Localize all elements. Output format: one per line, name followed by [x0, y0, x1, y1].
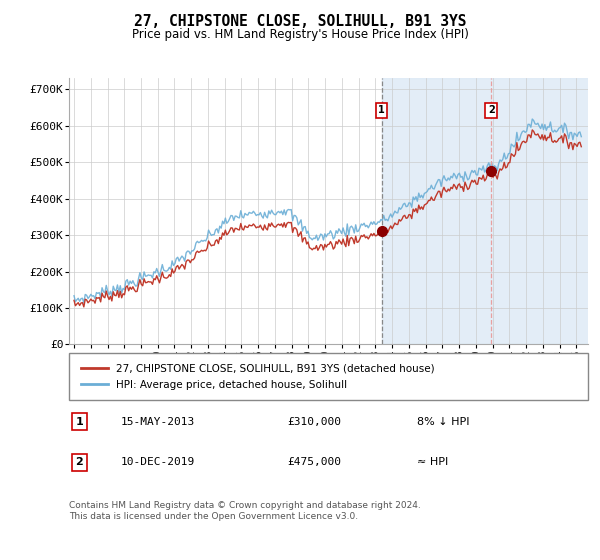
Text: ≈ HPI: ≈ HPI [417, 458, 448, 468]
Text: 2: 2 [488, 105, 494, 115]
Text: 10-DEC-2019: 10-DEC-2019 [121, 458, 195, 468]
Text: 1: 1 [378, 105, 385, 115]
Legend: 27, CHIPSTONE CLOSE, SOLIHULL, B91 3YS (detached house), HPI: Average price, det: 27, CHIPSTONE CLOSE, SOLIHULL, B91 3YS (… [79, 361, 437, 392]
Text: £310,000: £310,000 [287, 417, 341, 427]
Text: £475,000: £475,000 [287, 458, 341, 468]
Text: 2: 2 [76, 458, 83, 468]
Bar [382, 78, 598, 344]
Text: Contains HM Land Registry data © Crown copyright and database right 2024.
This d: Contains HM Land Registry data © Crown c… [69, 501, 421, 521]
Text: 27, CHIPSTONE CLOSE, SOLIHULL, B91 3YS: 27, CHIPSTONE CLOSE, SOLIHULL, B91 3YS [134, 14, 466, 29]
Text: 1: 1 [76, 417, 83, 427]
Text: 15-MAY-2013: 15-MAY-2013 [121, 417, 195, 427]
Text: Price paid vs. HM Land Registry's House Price Index (HPI): Price paid vs. HM Land Registry's House … [131, 28, 469, 41]
Text: 8% ↓ HPI: 8% ↓ HPI [417, 417, 469, 427]
